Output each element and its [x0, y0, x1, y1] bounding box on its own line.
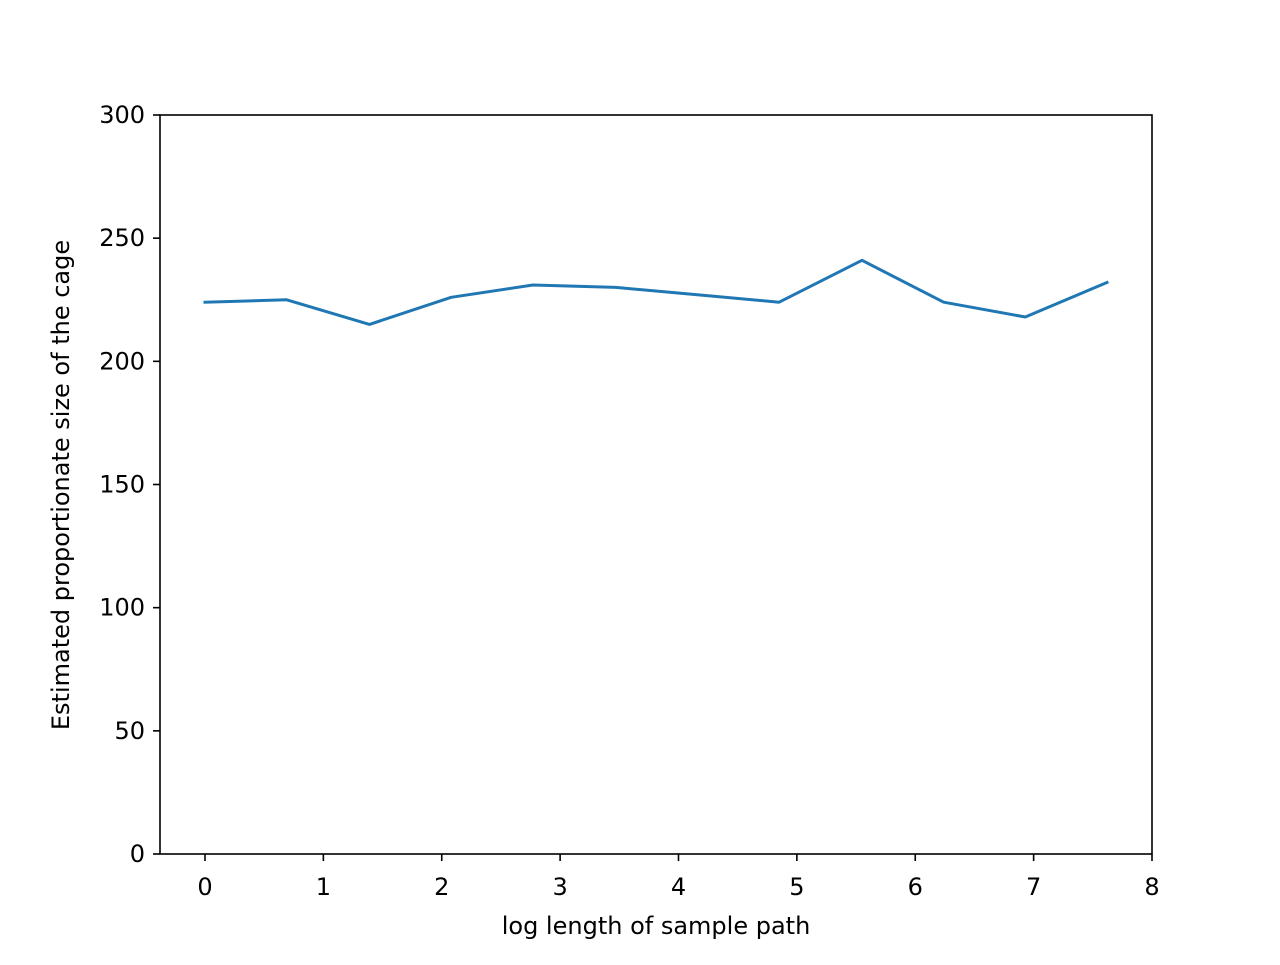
x-tick-label: 6 — [908, 873, 923, 901]
x-tick-label: 1 — [316, 873, 331, 901]
x-tick-label: 2 — [434, 873, 449, 901]
y-tick-label: 200 — [99, 347, 145, 375]
y-tick-label: 0 — [130, 840, 145, 868]
x-tick-label: 0 — [197, 873, 212, 901]
x-tick-label: 7 — [1026, 873, 1041, 901]
x-tick-label: 5 — [789, 873, 804, 901]
y-tick-label: 150 — [99, 471, 145, 499]
x-tick-label: 3 — [552, 873, 567, 901]
x-tick-label: 8 — [1144, 873, 1159, 901]
y-tick-label: 250 — [99, 224, 145, 252]
y-tick-label: 300 — [99, 101, 145, 129]
y-tick-label: 50 — [114, 717, 145, 745]
y-axis-label: Estimated proportionate size of the cage — [47, 240, 75, 730]
y-tick-label: 100 — [99, 594, 145, 622]
x-tick-label: 4 — [671, 873, 686, 901]
x-axis-label: log length of sample path — [502, 912, 811, 940]
